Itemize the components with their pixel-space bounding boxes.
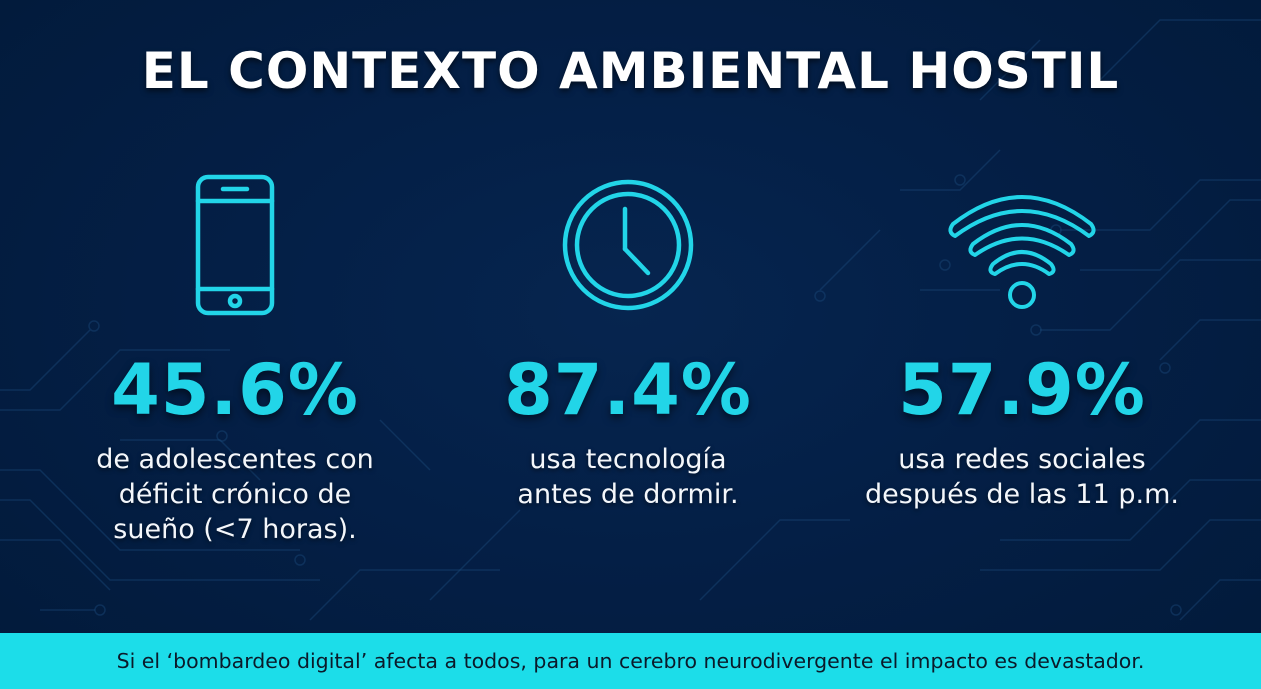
caption-line: usa redes sociales [898,444,1146,475]
caption-line: sueño (<7 horas). [113,514,357,545]
stat-caption: usa tecnología antes de dormir. [438,442,818,512]
stat-caption: usa redes sociales después de las 11 p.m… [832,442,1212,512]
caption-line: usa tecnología [529,444,727,475]
stat-social-media-late: 57.9% usa redes sociales después de las … [832,170,1212,512]
clock-icon [438,170,818,320]
stat-value: 57.9% [898,349,1146,431]
caption-line: después de las 11 p.m. [865,479,1179,510]
footer-banner: Si el ‘bombardeo digital’ afecta a todos… [0,633,1261,689]
stat-sleep-deficit: 45.6% de adolescentes con déficit crónic… [45,170,425,547]
caption-line: déficit crónico de [118,479,352,510]
footer-text: Si el ‘bombardeo digital’ afecta a todos… [116,649,1145,673]
stat-tech-before-sleep: 87.4% usa tecnología antes de dormir. [438,170,818,512]
stat-value: 87.4% [504,349,752,431]
page-title: EL CONTEXTO AMBIENTAL HOSTIL [141,42,1120,100]
wifi-icon [832,170,1212,320]
caption-line: de adolescentes con [96,444,374,475]
stat-caption: de adolescentes con déficit crónico de s… [45,442,425,547]
caption-line: antes de dormir. [517,479,739,510]
smartphone-icon [45,170,425,320]
stat-value: 45.6% [111,349,359,431]
